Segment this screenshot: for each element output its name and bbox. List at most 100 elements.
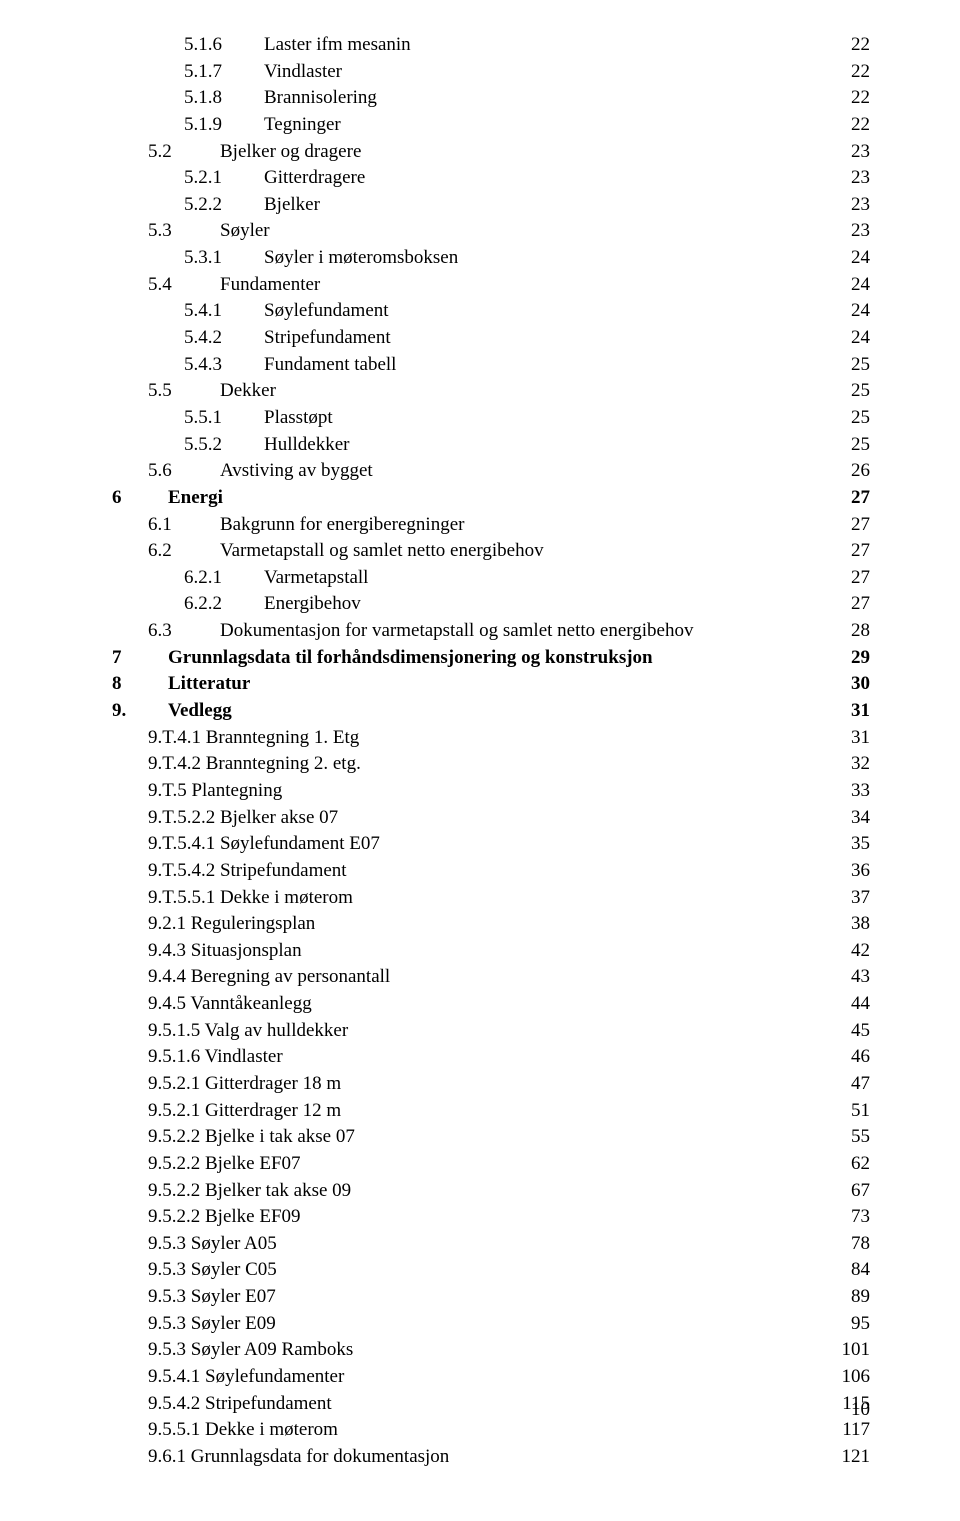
toc-entry-page: 22 xyxy=(851,32,870,58)
toc-entry-label: 9.4.4 Beregning av personantall xyxy=(148,964,390,990)
toc-entry-label: Dekker xyxy=(220,378,276,404)
toc-entry: 9.T.5.5.1 Dekke i møterom37 xyxy=(112,885,870,911)
toc-entry-label: Hulldekker xyxy=(264,432,349,458)
toc-entry-label: Stripefundament xyxy=(264,325,391,351)
toc-entry-number: 6.2 xyxy=(148,538,220,564)
toc-entry: 9.T.5.4.2 Stripefundament36 xyxy=(112,858,870,884)
toc-entry: 6.3Dokumentasjon for varmetapstall og sa… xyxy=(112,618,870,644)
toc-entry-page: 37 xyxy=(851,885,870,911)
toc-entry-label: Avstiving av bygget xyxy=(220,458,373,484)
toc-entry-page: 27 xyxy=(851,512,870,538)
toc-entry: 9.5.2.2 Bjelke EF07 62 xyxy=(112,1151,870,1177)
toc-entry-page: 62 xyxy=(851,1151,870,1177)
toc-entry: 6.1Bakgrunn for energiberegninger27 xyxy=(112,512,870,538)
toc-entry: 5.4.1Søylefundament24 xyxy=(112,298,870,324)
toc-entry-label: Gitterdragere xyxy=(264,165,365,191)
toc-entry: 7Grunnlagsdata til forhåndsdimensjonerin… xyxy=(112,645,870,671)
toc-entry: 9.5.2.1 Gitterdrager 18 m47 xyxy=(112,1071,870,1097)
toc-entry-page: 121 xyxy=(842,1444,871,1470)
toc-entry-page: 27 xyxy=(851,565,870,591)
toc-entry-page: 89 xyxy=(851,1284,870,1310)
toc-entry: 8Litteratur30 xyxy=(112,671,870,697)
toc-entry-page: 43 xyxy=(851,964,870,990)
toc-entry-page: 51 xyxy=(851,1098,870,1124)
toc-entry: 9.5.3 Søyler E0995 xyxy=(112,1311,870,1337)
toc-entry: 9.6.1 Grunnlagsdata for dokumentasjon 121 xyxy=(112,1444,870,1470)
toc-entry: 5.5.2Hulldekker25 xyxy=(112,432,870,458)
toc-entry-label: Plasstøpt xyxy=(264,405,333,431)
toc-entry-label: 9.5.2.2 Bjelke EF07 xyxy=(148,1151,301,1177)
toc-entry: 5.6Avstiving av bygget26 xyxy=(112,458,870,484)
toc-entry-page: 24 xyxy=(851,325,870,351)
toc-entry: 5.5.1Plasstøpt25 xyxy=(112,405,870,431)
toc-entry-number: 5.1.7 xyxy=(184,59,264,85)
toc-entry-label: 9.T.5.2.2 Bjelker akse 07 xyxy=(148,805,338,831)
toc-entry: 9.5.2.2 Bjelke i tak akse 0755 xyxy=(112,1124,870,1150)
toc-entry-number: 6.2.2 xyxy=(184,591,264,617)
toc-entry-page: 27 xyxy=(851,485,870,511)
toc-entry: 9.5.2.1 Gitterdrager 12 m51 xyxy=(112,1098,870,1124)
toc-entry-number: 6.2.1 xyxy=(184,565,264,591)
toc-entry: 9.5.5.1 Dekke i møterom117 xyxy=(112,1417,870,1443)
toc-entry-label: Bjelker og dragere xyxy=(220,139,361,165)
toc-entry-number: 8 xyxy=(112,671,168,697)
toc-entry: 9.T.4.2 Branntegning 2. etg. 32 xyxy=(112,751,870,777)
toc-entry-label: 9.2.1 Reguleringsplan xyxy=(148,911,315,937)
toc-entry: 6.2Varmetapstall og samlet netto energib… xyxy=(112,538,870,564)
toc-entry-label: 9.4.5 Vanntåkeanlegg xyxy=(148,991,312,1017)
toc-entry: 6.2.2Energibehov27 xyxy=(112,591,870,617)
toc-entry: 5.3Søyler23 xyxy=(112,218,870,244)
toc-entry-label: 9.4.3 Situasjonsplan xyxy=(148,938,302,964)
toc-entry-label: Tegninger xyxy=(264,112,341,138)
toc-entry-number: 9. xyxy=(112,698,168,724)
toc-entry-label: 9.5.2.2 Bjelke EF09 xyxy=(148,1204,301,1230)
toc-entry-label: Varmetapstall xyxy=(264,565,368,591)
toc-entry-label: Søyler xyxy=(220,218,270,244)
toc-entry: 9.T.5.4.1 Søylefundament E0735 xyxy=(112,831,870,857)
toc-entry-label: 9.5.2.2 Bjelke i tak akse 07 xyxy=(148,1124,355,1150)
toc-entry-label: Vindlaster xyxy=(264,59,342,85)
toc-entry-label: 9.T.4.2 Branntegning 2. etg. xyxy=(148,751,361,777)
toc-entry-number: 7 xyxy=(112,645,168,671)
toc-entry-number: 5.4 xyxy=(148,272,220,298)
toc-entry-label: 9.5.1.5 Valg av hulldekker xyxy=(148,1018,348,1044)
toc-entry-label: 9.6.1 Grunnlagsdata for dokumentasjon xyxy=(148,1444,449,1470)
toc-entry-page: 22 xyxy=(851,112,870,138)
toc-entry-page: 28 xyxy=(851,618,870,644)
toc-entry-number: 5.5.2 xyxy=(184,432,264,458)
toc-entry-page: 101 xyxy=(842,1337,871,1363)
toc-entry-page: 45 xyxy=(851,1018,870,1044)
toc-entry-page: 84 xyxy=(851,1257,870,1283)
toc-entry-label: 9.T.4.1 Branntegning 1. Etg xyxy=(148,725,359,751)
toc-list: 5.1.6Laster ifm mesanin 22 5.1.7Vindlaster… xyxy=(112,32,870,1470)
toc-entry-page: 22 xyxy=(851,85,870,111)
toc-entry-page: 29 xyxy=(851,645,870,671)
toc-entry-number: 5.4.3 xyxy=(184,352,264,378)
toc-entry: 5.1.8Brannisolering22 xyxy=(112,85,870,111)
toc-entry-page: 25 xyxy=(851,378,870,404)
toc-entry: 9.5.3 Søyler C0584 xyxy=(112,1257,870,1283)
toc-entry-number: 5.3.1 xyxy=(184,245,264,271)
toc-entry: 9.4.5 Vanntåkeanlegg 44 xyxy=(112,991,870,1017)
toc-entry-number: 5.2.1 xyxy=(184,165,264,191)
toc-entry-page: 27 xyxy=(851,538,870,564)
toc-entry-number: 6.1 xyxy=(148,512,220,538)
toc-entry-label: Fundament tabell xyxy=(264,352,396,378)
toc-entry-label: Søyler i møteromsboksen xyxy=(264,245,458,271)
toc-entry-page: 44 xyxy=(851,991,870,1017)
toc-entry: 5.2.2Bjelker23 xyxy=(112,192,870,218)
toc-entry: 5.2Bjelker og dragere23 xyxy=(112,139,870,165)
toc-entry-number: 5.5 xyxy=(148,378,220,404)
toc-entry: 9.5.1.6 Vindlaster46 xyxy=(112,1044,870,1070)
toc-entry-label: Energibehov xyxy=(264,591,361,617)
toc-entry: 6Energi27 xyxy=(112,485,870,511)
toc-entry-page: 73 xyxy=(851,1204,870,1230)
toc-entry-page: 67 xyxy=(851,1178,870,1204)
toc-entry-page: 24 xyxy=(851,272,870,298)
toc-entry: 9.T.5 Plantegning33 xyxy=(112,778,870,804)
toc-entry: 5.5Dekker 25 xyxy=(112,378,870,404)
toc-entry-page: 32 xyxy=(851,751,870,777)
toc-entry-page: 35 xyxy=(851,831,870,857)
toc-entry-number: 5.1.6 xyxy=(184,32,264,58)
toc-entry-label: Laster ifm mesanin xyxy=(264,32,411,58)
